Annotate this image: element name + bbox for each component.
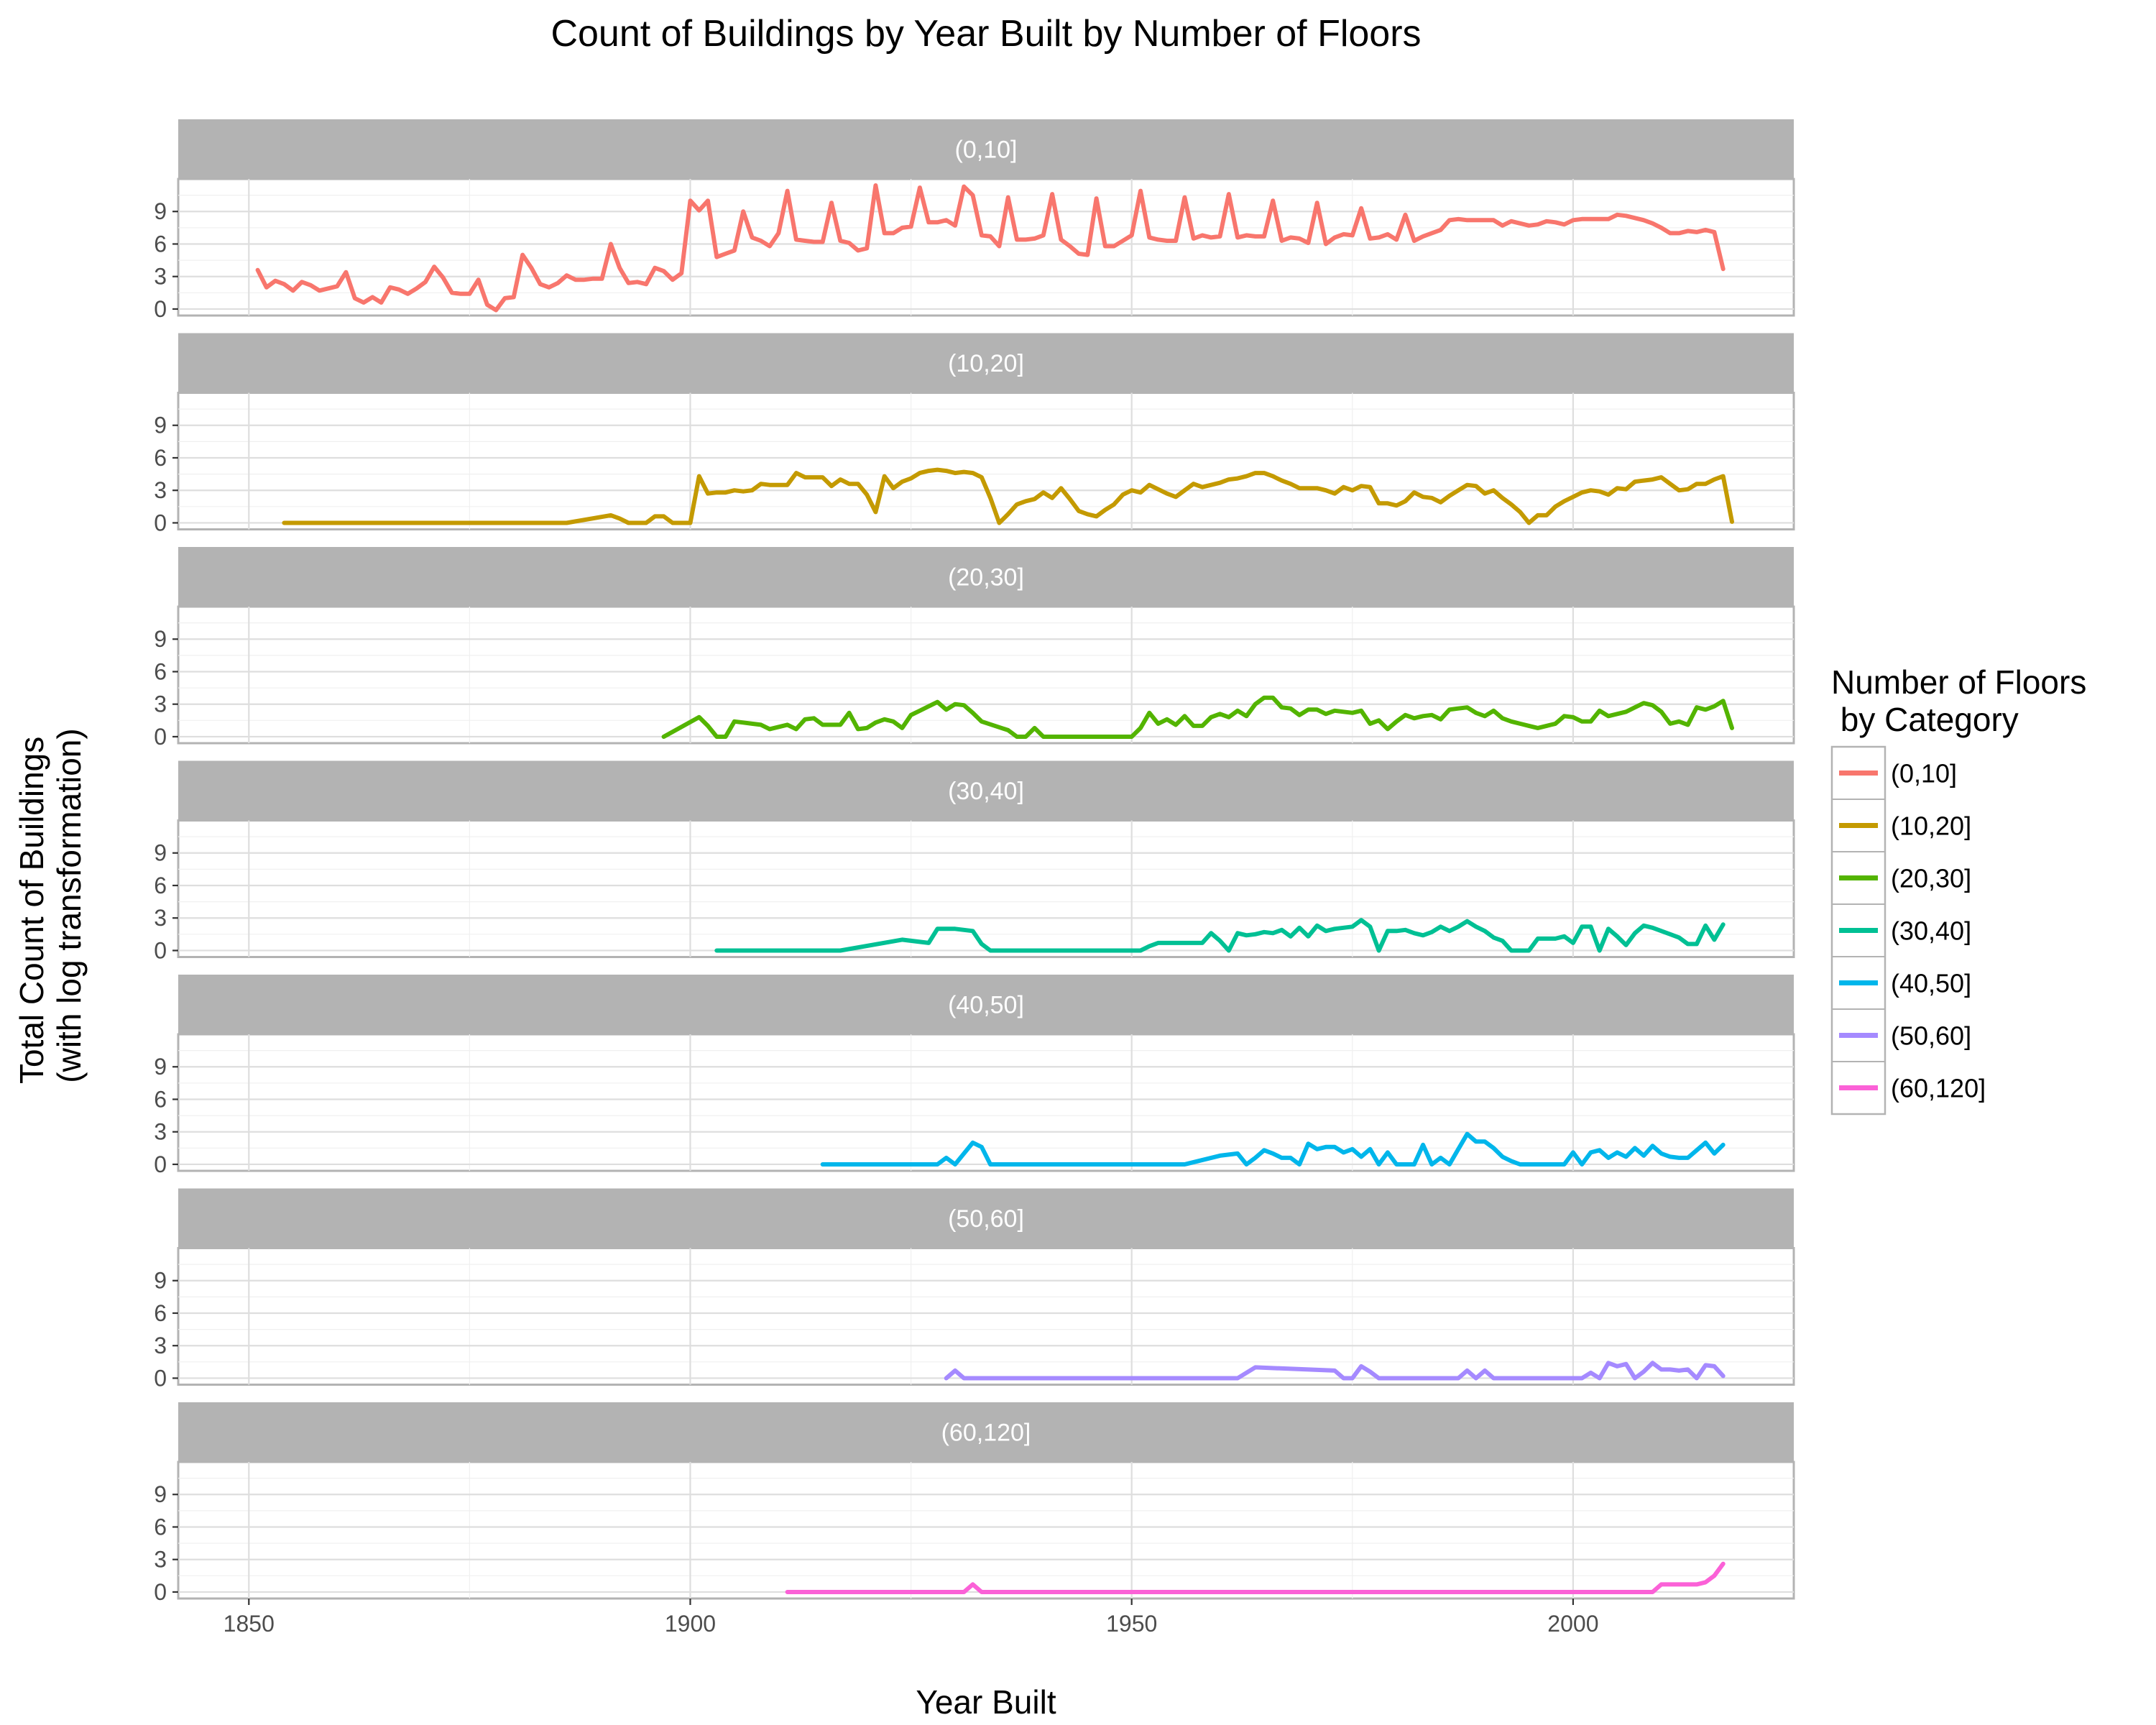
y-axis-title-line-2: (with log transformation): [50, 728, 88, 1082]
y-tick-label: 3: [154, 264, 167, 290]
panel-background: [177, 1460, 1795, 1600]
facet-strip-label: (50,60]: [948, 1205, 1024, 1233]
y-tick-label: 3: [154, 905, 167, 931]
facet-strip: [178, 760, 1794, 821]
y-tick-label: 9: [154, 626, 167, 652]
legend-item-label: (10,20]: [1891, 811, 1971, 841]
facet-strip-label: (20,30]: [948, 564, 1024, 592]
facet-strip-label: (10,20]: [948, 350, 1024, 377]
y-tick-label: 6: [154, 658, 167, 684]
facet-strip-label: (40,50]: [948, 992, 1024, 1019]
legend-item-label: (30,40]: [1891, 916, 1971, 946]
facet-strip: [178, 547, 1794, 607]
y-tick-label: 6: [154, 1086, 167, 1112]
y-tick-label: 9: [154, 198, 167, 224]
y-tick-label: 6: [154, 445, 167, 471]
panel-background: [177, 178, 1795, 317]
facet-strip-label: (60,120]: [941, 1420, 1031, 1447]
legend-title-line-2: by Category: [1831, 701, 2019, 738]
y-tick-label: 0: [154, 296, 167, 322]
y-tick-label: 3: [154, 1119, 167, 1145]
series-line: [714, 918, 1726, 953]
facet-strip: [178, 119, 1794, 179]
legend: Number of Floors by Category (0,10] (10,2…: [1830, 663, 2086, 1116]
facet-panel: (20,30] 0 3 6 9: [154, 547, 1795, 750]
series-line: [785, 1561, 1726, 1594]
panel-background: [177, 1247, 1795, 1386]
y-tick-label: 9: [154, 1268, 167, 1294]
y-tick-label: 0: [154, 510, 167, 535]
chart-title: Count of Buildings by Year Built by Numb…: [550, 13, 1421, 55]
facet-panel: (40,50] 0 3 6 9: [154, 975, 1795, 1177]
facet-panel: (10,20] 0 3 6 9: [154, 333, 1795, 535]
x-tick-label: 1950: [1106, 1611, 1157, 1637]
y-tick-label: 9: [154, 1481, 167, 1507]
facet-strip-label: (30,40]: [948, 778, 1024, 805]
y-tick-label: 0: [154, 1579, 167, 1605]
y-tick-label: 0: [154, 1151, 167, 1177]
y-tick-label: 3: [154, 1333, 167, 1358]
x-tick-label: 1850: [224, 1611, 275, 1637]
series-line: [255, 183, 1726, 313]
series-line: [282, 467, 1734, 525]
legend-item-label: (50,60]: [1891, 1021, 1971, 1051]
facet-strip: [178, 1402, 1794, 1462]
series-line: [820, 1131, 1726, 1167]
y-tick-label: 6: [154, 231, 167, 257]
y-tick-label: 6: [154, 1300, 167, 1326]
y-tick-label: 3: [154, 691, 167, 717]
legend-item-label: (40,50]: [1891, 969, 1971, 998]
y-tick-label: 9: [154, 413, 167, 438]
facet-panel: (30,40] 0 3 6 9: [154, 760, 1795, 963]
y-axis-title-line-1: Total Count of Buildings: [13, 737, 50, 1084]
facet-panel: (60,120] 0 3 6 9: [154, 1402, 1795, 1605]
facet-panel: (50,60] 0 3 6 9: [154, 1188, 1795, 1391]
series-line: [944, 1361, 1726, 1381]
y-tick-label: 3: [154, 1547, 167, 1573]
facet-strip: [178, 1188, 1794, 1248]
legend-keys: (0,10] (10,20] (20,30] (30,40] (40,50] (50,60…: [1830, 745, 1986, 1116]
y-tick-label: 3: [154, 477, 167, 503]
y-tick-label: 9: [154, 1054, 167, 1080]
facet-strip: [178, 333, 1794, 393]
y-tick-label: 6: [154, 1514, 167, 1540]
x-tick-label: 2000: [1547, 1611, 1598, 1637]
legend-item-label: (60,120]: [1891, 1074, 1986, 1103]
facet-panels: (0,10] 0 3 6 9 (10,20] 0 3 6 9 (20,30] 0 3 6 9 (30,40] 0…: [154, 119, 1795, 1605]
facet-strip: [178, 975, 1794, 1034]
y-tick-label: 0: [154, 724, 167, 750]
x-axis: 1850 1900 1950 2000: [224, 1598, 1598, 1637]
legend-title-line-1: Number of Floors: [1831, 663, 2086, 701]
legend-item-label: (0,10]: [1891, 759, 1957, 788]
y-tick-label: 0: [154, 1365, 167, 1391]
facet-panel: (0,10] 0 3 6 9: [154, 119, 1795, 322]
series-line: [661, 695, 1734, 739]
y-tick-label: 0: [154, 937, 167, 963]
facet-strip-label: (0,10]: [955, 137, 1018, 164]
y-tick-label: 6: [154, 873, 167, 898]
legend-item-label: (20,30]: [1891, 864, 1971, 893]
panel-background: [177, 1033, 1795, 1172]
x-tick-label: 1900: [665, 1611, 716, 1637]
x-axis-title: Year Built: [916, 1683, 1056, 1721]
y-axis-title: Total Count of Buildings (with log trans…: [13, 727, 88, 1084]
y-tick-label: 9: [154, 840, 167, 866]
